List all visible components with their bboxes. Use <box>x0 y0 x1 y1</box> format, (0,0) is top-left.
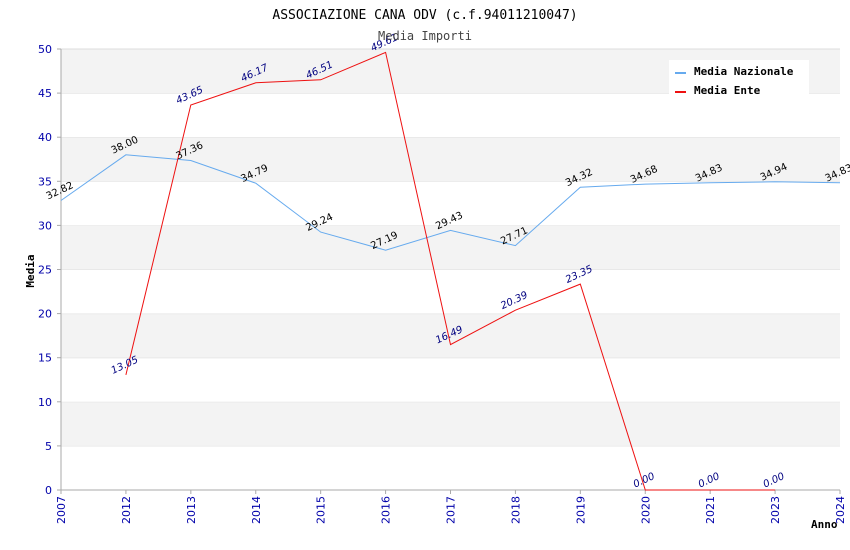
grid-band <box>61 137 840 182</box>
series-line <box>125 51 776 491</box>
y-tick-label: 50 <box>38 43 52 56</box>
y-axis-label: Media <box>24 254 37 287</box>
grid-band <box>61 313 840 358</box>
x-tick-label: 2023 <box>769 496 782 524</box>
legend-label-naz: Media Nazionale <box>694 65 794 78</box>
series-media-ente <box>125 51 776 491</box>
x-tick-label: 2017 <box>445 496 458 524</box>
legend-label-ente: Media Ente <box>694 84 761 97</box>
x-tick-label: 2007 <box>55 496 68 524</box>
grid-band <box>61 181 840 226</box>
x-axis-label: Anno <box>811 518 838 531</box>
series-media-nazionale <box>60 154 841 251</box>
series-layer <box>60 51 841 491</box>
axes: 0 5 10 15 20 25 30 35 40 45 50 2007 2012 2013 2014 2015… <box>38 43 847 524</box>
x-tick-label: 2014 <box>250 496 263 524</box>
legend: Media Nazionale Media Ente <box>669 60 809 98</box>
x-tick-label: 2019 <box>574 496 587 524</box>
y-tick-label: 35 <box>38 175 52 188</box>
grid-band <box>61 445 840 490</box>
grid-band <box>61 93 840 138</box>
y-tick-label: 15 <box>38 352 52 365</box>
grid-band <box>61 401 840 446</box>
series-line <box>60 154 841 251</box>
y-tick-label: 5 <box>45 440 52 453</box>
legend-box <box>669 60 809 98</box>
grid-band <box>61 269 840 314</box>
x-tick-label: 2013 <box>185 496 198 524</box>
grid-band <box>61 357 840 402</box>
x-tick-label: 2021 <box>704 496 717 524</box>
y-tick-label: 20 <box>38 308 52 321</box>
grid-band <box>61 225 840 270</box>
x-tick-label: 2016 <box>380 496 393 524</box>
chart-title: ASSOCIAZIONE CANA ODV (c.f.94011210047) <box>272 8 577 23</box>
y-tick-label: 0 <box>45 484 52 497</box>
x-tick-label: 2012 <box>120 496 133 524</box>
y-tick-label: 40 <box>38 131 52 144</box>
x-tick-label: 2024 <box>834 496 847 524</box>
y-tick-label: 30 <box>38 219 52 232</box>
x-tick-label: 2015 <box>315 496 328 524</box>
chart-subtitle: Media Importi <box>378 29 472 43</box>
x-tick-label: 2018 <box>509 496 522 524</box>
y-tick-label: 25 <box>38 264 52 277</box>
y-tick-label: 10 <box>38 396 52 409</box>
grid-bands <box>61 48 840 490</box>
y-tick-label: 45 <box>38 87 52 100</box>
x-tick-label: 2020 <box>639 496 652 524</box>
